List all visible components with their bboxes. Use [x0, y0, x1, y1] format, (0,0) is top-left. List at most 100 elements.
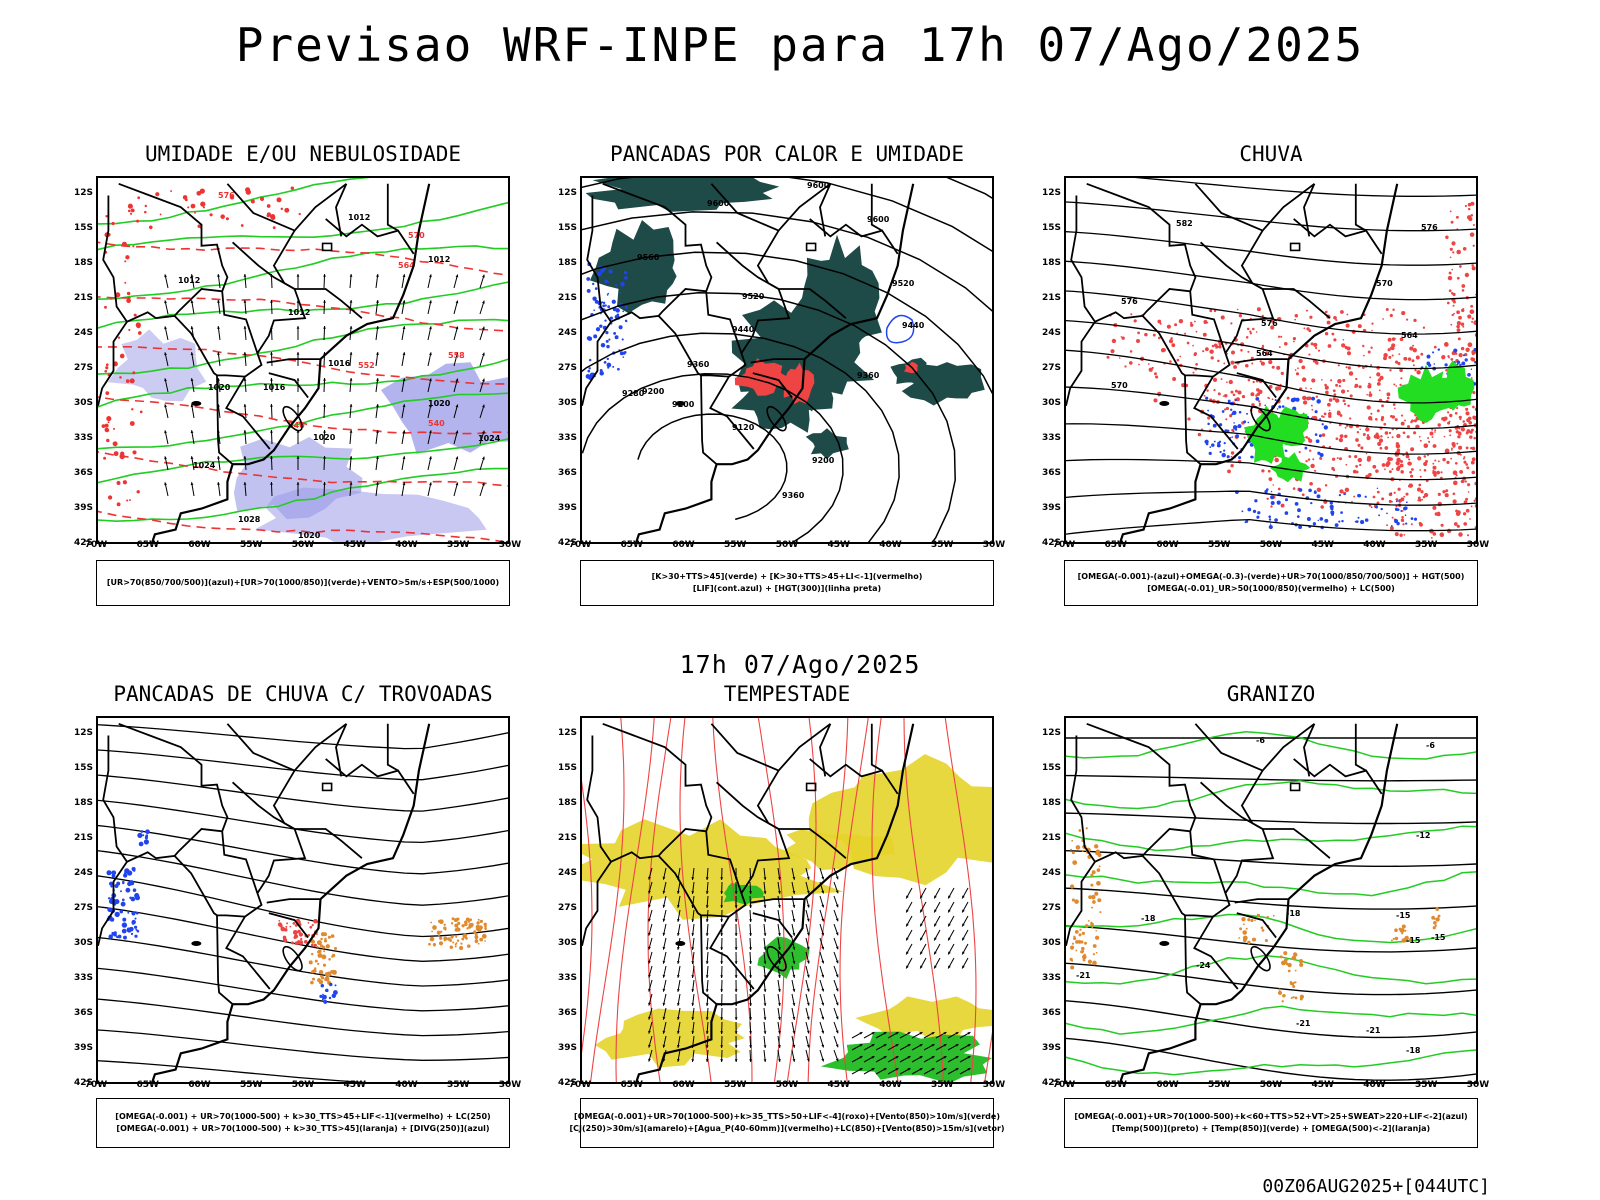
- contour-label: -18: [1286, 909, 1301, 918]
- contour-label: -18: [1406, 1046, 1421, 1055]
- lon-tick-label: 45W: [827, 1080, 850, 1090]
- lat-tick-label: 42S: [557, 1078, 577, 1088]
- lat-tick-label: 30S: [73, 937, 93, 948]
- lon-tick-label: 40W: [1363, 1080, 1386, 1090]
- contour-label: 1024: [478, 434, 501, 443]
- contour-label: 9600: [807, 181, 830, 190]
- lat-tick-label: 39S: [1041, 1042, 1061, 1053]
- lon-tick-label: 60W: [672, 1080, 695, 1090]
- lon-tick-label: 70W: [1052, 1080, 1076, 1090]
- contour-label: 1020: [428, 399, 451, 408]
- lon-tick-label: 60W: [1156, 1080, 1179, 1090]
- contour-label: 576: [1261, 319, 1278, 328]
- legend-umidade: [UR>70(850/700/500)](azul)+[UR>70(1000/8…: [96, 560, 510, 606]
- legend-line: [UR>70(850/700/500)](azul)+[UR>70(1000/8…: [106, 578, 500, 587]
- lon-tick-label: 65W: [620, 540, 643, 550]
- contour-label: -21: [1296, 1019, 1311, 1028]
- lat-tick-label: 24S: [557, 327, 577, 338]
- lat-tick-label: 42S: [557, 538, 577, 548]
- map-pancadas-calor: 9600 9600 9600 9560 9520 9520 9440 9440 9360 9360…: [580, 176, 994, 544]
- lon-tick-label: 65W: [620, 1080, 643, 1090]
- contour-label: -6: [1256, 736, 1265, 745]
- lat-tick-label: 12S: [1041, 187, 1061, 198]
- lat-tick-label: 42S: [1041, 1078, 1061, 1088]
- contour-label: 564: [1401, 331, 1418, 340]
- panel-title-trovoadas: PANCADAS DE CHUVA C/ TROVOADAS: [113, 682, 493, 706]
- lat-tick-label: 21S: [557, 832, 577, 843]
- lon-tick-label: 45W: [343, 540, 366, 550]
- lat-tick-label: 30S: [557, 397, 577, 408]
- legend-line: [K>30+TTS>45](verde) + [K>30+TTS>45+LI<-…: [651, 572, 923, 581]
- panel-title-umidade: UMIDADE E/OU NEBULOSIDADE: [144, 142, 462, 166]
- lat-tick-label: 39S: [1041, 502, 1061, 513]
- lon-tick-label: 70W: [1052, 540, 1076, 550]
- lat-tick-label: 24S: [73, 867, 93, 878]
- contour-label: -15: [1396, 911, 1411, 920]
- contour-label: 1020: [298, 531, 321, 540]
- contour-label: -15: [1431, 933, 1446, 942]
- lat-tick-label: 27S: [557, 902, 577, 913]
- contour-label: -12: [1416, 831, 1430, 840]
- lat-tick-label: 21S: [73, 832, 93, 843]
- lat-tick-label: 33S: [1041, 972, 1061, 983]
- lat-tick-label: 12S: [73, 187, 93, 198]
- contour-label: 1012: [288, 308, 310, 317]
- contour-label: 9600: [707, 199, 730, 208]
- lat-tick-label: 30S: [73, 397, 93, 408]
- lon-tick-label: 40W: [879, 1080, 902, 1090]
- lon-tick-label: 50W: [1259, 1080, 1283, 1090]
- lat-tick-label: 18S: [73, 257, 93, 268]
- map-canvas-chuva: 582 576 576 570 564 576 570 564: [1066, 178, 1476, 542]
- contour-label: 570: [1111, 381, 1128, 390]
- map-tempestade: [580, 716, 994, 1084]
- contour-label: 546: [288, 421, 305, 430]
- lon-tick-label: 45W: [1311, 1080, 1334, 1090]
- legend-line: [OMEGA(-0.001)-(azul)+OMEGA(-0.3)-(verde…: [1077, 572, 1465, 581]
- lon-tick-label: 55W: [724, 540, 747, 550]
- lon-tick-label: 65W: [1104, 540, 1127, 550]
- contour-label: 576: [1421, 223, 1438, 232]
- lat-tick-label: 21S: [1041, 292, 1061, 303]
- legend-line: [OMEGA(-0.001)+UR>70(1000-500)+k<60+TTS>…: [1074, 1112, 1468, 1121]
- lat-tick-label: 33S: [557, 432, 577, 443]
- legend-line: [Temp(500)](preto) + [Temp(850)](verde) …: [1111, 1124, 1431, 1133]
- lat-tick-label: 21S: [1041, 832, 1061, 843]
- lat-tick-label: 36S: [73, 467, 93, 478]
- contour-label: 540: [428, 419, 445, 428]
- lat-tick-label: 15S: [557, 762, 577, 773]
- map-umidade: 1012 1012 1012 1012 1016 1016 1020 1020 1020 1024…: [96, 176, 510, 544]
- lon-tick-label: 55W: [240, 540, 263, 550]
- lat-tick-label: 39S: [557, 1042, 577, 1053]
- lon-tick-label: 45W: [827, 540, 850, 550]
- contour-label: 1020: [208, 383, 231, 392]
- lat-tick-label: 27S: [1041, 902, 1061, 913]
- lon-tick-label: 65W: [136, 1080, 159, 1090]
- lon-tick-label: 30W: [498, 540, 522, 550]
- contour-label: 570: [1376, 279, 1393, 288]
- lat-tick-label: 36S: [557, 1007, 577, 1018]
- lon-tick-label: 30W: [498, 1080, 522, 1090]
- lat-tick-label: 15S: [1041, 222, 1061, 233]
- lat-tick-label: 24S: [557, 867, 577, 878]
- lon-tick-label: 30W: [1466, 540, 1490, 550]
- lat-tick-label: 36S: [557, 467, 577, 478]
- lat-tick-label: 42S: [73, 1078, 93, 1088]
- lon-tick-label: 45W: [1311, 540, 1334, 550]
- contour-label: 1016: [328, 359, 351, 368]
- lon-tick-label: 30W: [982, 1080, 1006, 1090]
- lon-tick-label: 35W: [1415, 540, 1438, 550]
- contour-label: 552: [358, 361, 375, 370]
- lat-tick-label: 39S: [73, 1042, 93, 1053]
- map-canvas-granizo: -6 -12 -15 -18 -18 -15 -24 -21 -15 -21 -21 -18 -6: [1066, 722, 1476, 1082]
- lon-tick-label: 60W: [188, 540, 211, 550]
- lat-tick-label: 15S: [73, 222, 93, 233]
- lat-tick-label: 18S: [1041, 257, 1061, 268]
- lon-tick-label: 50W: [775, 540, 799, 550]
- lat-tick-label: 15S: [557, 222, 577, 233]
- lat-tick-label: 42S: [1041, 538, 1061, 548]
- lat-tick-label: 27S: [73, 902, 93, 913]
- lon-tick-label: 35W: [931, 540, 954, 550]
- legend-line: [OMEGA(-0.001) + UR>70(1000-500) + k>30_…: [115, 1112, 491, 1121]
- legend-trovoadas: [OMEGA(-0.001) + UR>70(1000-500) + k>30_…: [96, 1098, 510, 1148]
- lon-tick-label: 50W: [291, 540, 315, 550]
